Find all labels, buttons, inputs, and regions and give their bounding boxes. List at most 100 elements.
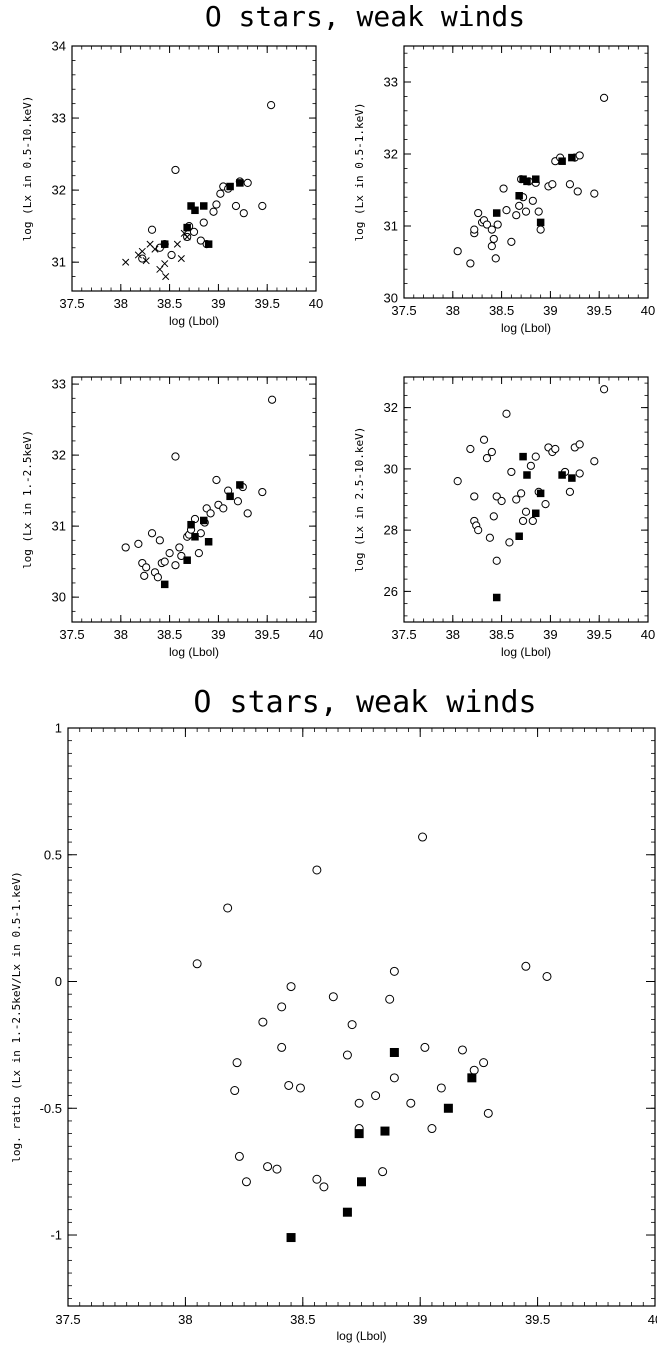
data-point-filled-square xyxy=(354,1129,364,1139)
bottom-figure-title: O stars, weak winds xyxy=(193,685,536,720)
data-point-open-circle xyxy=(284,1080,294,1090)
data-point-open-circle xyxy=(536,225,545,234)
data-point-open-circle xyxy=(406,1098,416,1108)
x-tick-label: 39 xyxy=(211,627,225,642)
x-axis-label: log (Lbol) xyxy=(169,645,219,659)
data-point-cross xyxy=(151,245,159,253)
data-point-open-circle xyxy=(171,452,180,461)
data-point-open-circle xyxy=(378,1167,388,1177)
data-point-open-circle xyxy=(277,1042,287,1052)
data-point-open-circle xyxy=(521,507,531,516)
x-tick-label: 37.5 xyxy=(59,627,84,642)
y-axis-label: log (Lx in 2.5-10.keV) xyxy=(353,427,366,573)
data-point-open-circle xyxy=(507,237,516,246)
data-point-open-circle xyxy=(457,1045,467,1055)
data-point-filled-square xyxy=(519,175,527,183)
data-point-open-circle xyxy=(541,499,550,509)
data-point-open-circle xyxy=(453,477,462,486)
data-point-filled-square xyxy=(187,202,195,210)
data-point-open-circle xyxy=(470,225,479,234)
data-point-filled-square xyxy=(523,471,531,479)
data-point-open-circle xyxy=(565,180,575,189)
data-point-filled-square xyxy=(226,182,234,191)
data-point-open-circle xyxy=(258,1017,268,1027)
data-point-open-circle xyxy=(518,516,528,526)
x-tick-label: 38.5 xyxy=(489,627,514,642)
x-tick-label: 39.5 xyxy=(255,627,280,642)
panel-lx-2-5-10kev: 37.5 38 38.5 39 39.5 40 26 28 30 32 log (Lbol) log … xyxy=(353,376,655,659)
data-point-filled-square xyxy=(204,538,213,546)
data-point-open-circle xyxy=(147,225,157,234)
data-point-open-circle xyxy=(466,259,475,268)
data-point-open-circle xyxy=(479,1058,489,1068)
data-point-open-circle xyxy=(466,444,475,454)
data-point-cross xyxy=(177,255,185,263)
data-point-open-circle xyxy=(590,457,599,466)
x-tick-label: 38 xyxy=(446,627,460,642)
y-axis-label: log (Lx in 1.-2.5keV) xyxy=(21,430,34,569)
data-point-open-circle xyxy=(175,543,184,552)
y-tick-label: 30 xyxy=(384,291,398,306)
x-tick-label: 40 xyxy=(309,296,323,311)
data-point-open-circle xyxy=(319,1182,329,1192)
data-point-open-circle xyxy=(489,512,498,521)
x-tick-label: 38 xyxy=(178,1312,192,1327)
x-axis-label: log (Lbol) xyxy=(501,645,551,659)
data-point-open-circle xyxy=(189,227,199,237)
data-point-filled-square xyxy=(515,192,523,200)
plot-frame xyxy=(67,727,656,1307)
data-point-open-circle xyxy=(190,514,200,524)
data-point-open-circle xyxy=(160,557,169,566)
y-tick-label: 30 xyxy=(52,590,66,605)
x-tick-label: 39.5 xyxy=(587,303,612,318)
y-axis-label: log (Lx in 0.5-1.keV) xyxy=(353,102,366,241)
data-point-filled-square xyxy=(532,509,540,518)
data-point-cross xyxy=(183,233,191,241)
data-point-open-circle xyxy=(517,489,526,498)
data-point-open-circle xyxy=(155,536,164,545)
x-tick-label: 37.5 xyxy=(55,1312,80,1327)
data-point-open-circle xyxy=(192,959,202,969)
plot-frame xyxy=(403,376,649,623)
data-point-filled-square xyxy=(515,532,523,540)
data-point-filled-square xyxy=(183,223,191,232)
data-point-open-circle xyxy=(153,573,162,582)
data-point-cross xyxy=(138,247,146,255)
x-axis-label: log (Lbol) xyxy=(336,1329,386,1343)
data-point-open-circle xyxy=(521,207,531,216)
y-tick-label: 33 xyxy=(52,377,66,392)
data-point-cross xyxy=(142,257,150,265)
data-point-open-circle xyxy=(385,994,395,1004)
panel-lx-1-2-5kev: 37.5 38 38.5 39 39.5 40 30 31 32 33 log (Lbol) log … xyxy=(21,376,323,659)
data-point-open-circle xyxy=(528,516,537,526)
y-tick-label: 31 xyxy=(384,219,398,234)
x-tick-label: 39.5 xyxy=(525,1312,550,1327)
y-tick-label: 34 xyxy=(52,39,66,54)
data-point-open-circle xyxy=(219,504,228,513)
y-tick-label: 32 xyxy=(52,448,66,463)
data-point-open-circle xyxy=(216,189,225,198)
data-point-open-circle xyxy=(199,218,208,227)
data-point-open-circle xyxy=(230,1086,240,1096)
data-point-open-circle xyxy=(599,93,609,102)
x-tick-label: 39 xyxy=(211,296,225,311)
data-point-open-circle xyxy=(507,467,516,477)
data-point-open-circle xyxy=(502,206,511,215)
data-point-open-circle xyxy=(234,1151,244,1161)
data-point-open-circle xyxy=(505,538,514,547)
data-point-open-circle xyxy=(528,196,537,205)
y-tick-label: 33 xyxy=(384,75,398,90)
data-point-open-circle xyxy=(497,496,506,506)
data-point-open-circle xyxy=(502,409,511,418)
data-point-filled-square xyxy=(380,1126,390,1136)
data-point-filled-square xyxy=(204,240,213,248)
data-point-open-circle xyxy=(479,435,489,444)
data-point-cross xyxy=(156,265,164,273)
panel-log-ratio: 37.5 38 38.5 39 39.5 40 -1 -0.5 0 0.5 1 log (Lbol) l… xyxy=(10,721,657,1344)
data-point-open-circle xyxy=(548,180,557,189)
data-point-filled-square xyxy=(160,240,169,248)
data-point-open-circle xyxy=(453,247,462,256)
data-point-open-circle xyxy=(171,561,180,570)
plot-frame xyxy=(71,376,317,623)
data-point-open-circle xyxy=(223,903,233,913)
